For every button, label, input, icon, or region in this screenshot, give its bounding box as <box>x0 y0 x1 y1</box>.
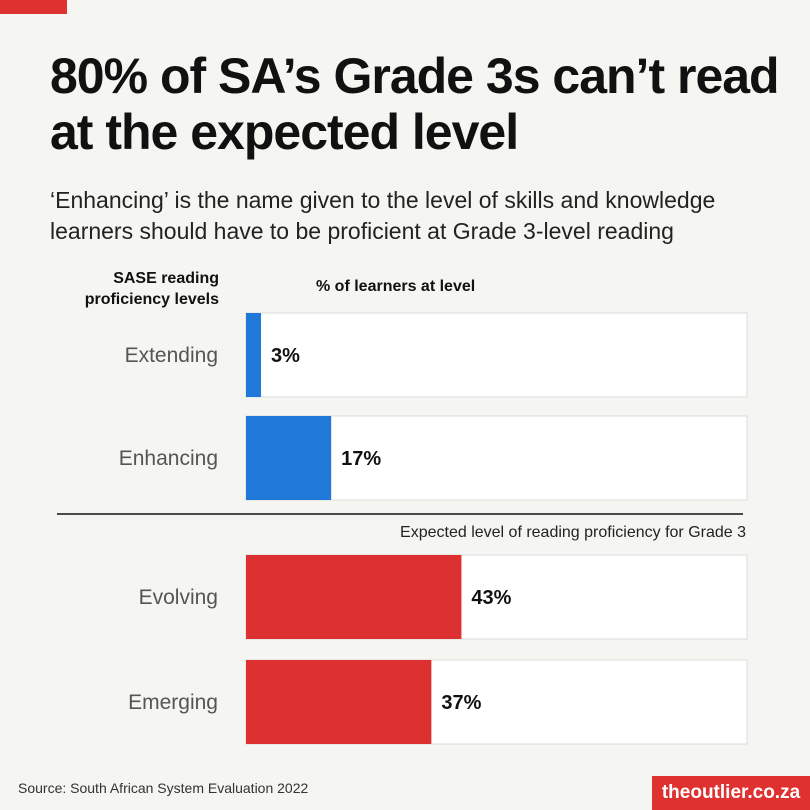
accent-bar <box>0 0 67 14</box>
chart-title: 80% of SA’s Grade 3s can’t read at the e… <box>50 48 780 160</box>
data-label: 37% <box>441 692 481 714</box>
category-label: Extending <box>125 344 218 367</box>
data-label: 43% <box>471 587 511 609</box>
value-axis-label: % of learners at level <box>316 278 476 295</box>
source-note: Source: South African System Evaluation … <box>18 780 309 796</box>
data-label: 17% <box>341 448 381 470</box>
brand-badge[interactable]: theoutlier.co.za <box>652 776 810 810</box>
category-axis-label: SASE reading proficiency levels <box>84 270 219 308</box>
bar-evolving <box>246 555 462 639</box>
category-label: Enhancing <box>119 447 218 470</box>
bar-emerging <box>246 660 432 744</box>
category-label: Emerging <box>128 691 218 714</box>
chart-subtitle: ‘Enhancing’ is the name given to the lev… <box>50 187 716 244</box>
bar-extending <box>246 313 262 397</box>
expected-level-note: Expected level of reading proficiency fo… <box>400 524 746 541</box>
bar-enhancing <box>246 416 332 500</box>
bar-track <box>245 312 748 398</box>
category-label: Evolving <box>139 586 218 609</box>
data-label: 3% <box>271 345 300 367</box>
